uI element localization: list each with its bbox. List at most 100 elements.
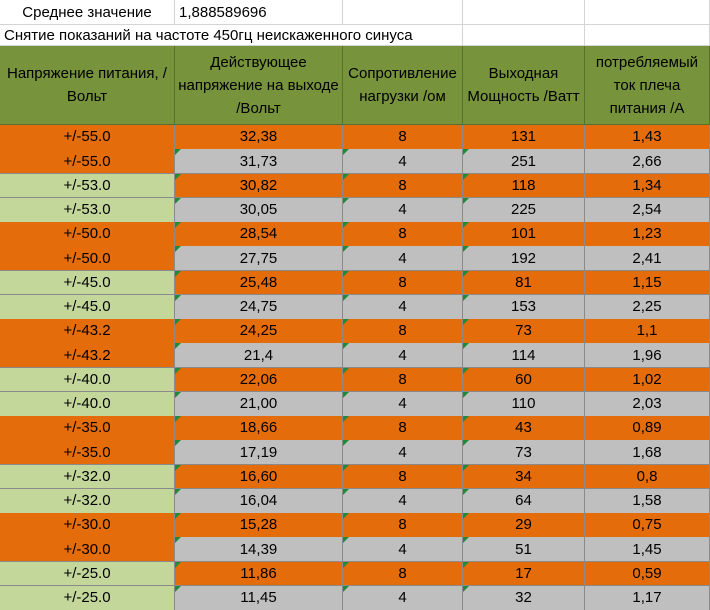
table-cell: 8	[343, 125, 463, 150]
table-cell: 4	[343, 440, 463, 465]
table-cell: 251	[463, 149, 585, 174]
table-cell: 8	[343, 561, 463, 587]
cell-flag	[343, 585, 349, 592]
cell-flag	[463, 440, 469, 447]
table-cell: +/-32.0	[0, 464, 175, 490]
cell-flag	[343, 294, 349, 301]
cell-flag	[343, 440, 349, 447]
table-cell: 24,25	[175, 319, 343, 344]
subtitle: Снятие показаний на частоте 450гц неиска…	[0, 25, 463, 46]
table-cell: 60	[463, 367, 585, 393]
table-cell: 131	[463, 125, 585, 150]
cell-flag	[463, 416, 469, 422]
table-cell: 1,58	[585, 488, 710, 514]
table-cell: 8	[343, 367, 463, 393]
table-cell: 225	[463, 197, 585, 223]
cell-flag	[343, 513, 349, 519]
table-cell: 2,03	[585, 391, 710, 417]
cell-flag	[175, 270, 181, 277]
cell-flag	[175, 391, 181, 398]
cell-flag	[175, 222, 181, 228]
column-header: потребляемый ток плеча питания /А	[585, 46, 710, 125]
table-cell: 81	[463, 270, 585, 296]
cell-flag	[175, 367, 181, 374]
table-cell: +/-50.0	[0, 222, 175, 247]
cell-flag	[343, 488, 349, 495]
table-cell: 11,86	[175, 561, 343, 587]
table-cell: +/-43.2	[0, 343, 175, 368]
cell-flag	[343, 343, 349, 350]
table-cell: 73	[463, 319, 585, 344]
table-cell: 0,59	[585, 561, 710, 587]
table-cell: +/-30.0	[0, 537, 175, 562]
table-cell: 1,23	[585, 222, 710, 247]
cell-flag	[463, 149, 469, 156]
table-cell: 27,75	[175, 246, 343, 271]
table-cell: 118	[463, 173, 585, 199]
table-cell: 8	[343, 416, 463, 441]
mean-value: 1,888589696	[175, 0, 343, 25]
table-cell: 0,8	[585, 464, 710, 490]
table-cell: 4	[343, 391, 463, 417]
cell-flag	[343, 149, 349, 156]
cell-flag	[175, 440, 181, 447]
table-cell: 22,06	[175, 367, 343, 393]
table-cell: 51	[463, 537, 585, 562]
column-header: Выходная Мощность /Ватт	[463, 46, 585, 125]
table-cell: 18,66	[175, 416, 343, 441]
table-cell: 25,48	[175, 270, 343, 296]
table-cell: 1,68	[585, 440, 710, 465]
table-cell: 43	[463, 416, 585, 441]
table-cell: 1,17	[585, 585, 710, 610]
table-cell: 4	[343, 294, 463, 320]
cell-flag	[343, 391, 349, 398]
table-cell: 8	[343, 222, 463, 247]
table-cell: +/-45.0	[0, 270, 175, 296]
cell-flag	[175, 488, 181, 495]
table-cell: 17,19	[175, 440, 343, 465]
table-cell: +/-45.0	[0, 294, 175, 320]
cell-flag	[175, 537, 181, 544]
cell-flag	[343, 270, 349, 277]
cell-flag	[343, 173, 349, 180]
table-cell: +/-43.2	[0, 319, 175, 344]
table-cell: 17	[463, 561, 585, 587]
column-header: Сопротивление нагрузки /ом	[343, 46, 463, 125]
cell-flag	[343, 537, 349, 544]
table-cell: +/-55.0	[0, 149, 175, 174]
mean-label: Среднее значение	[0, 0, 175, 25]
column-header: Напряжение питания, /Вольт	[0, 46, 175, 125]
table-cell: 153	[463, 294, 585, 320]
cell-flag	[463, 270, 469, 277]
cell-flag	[343, 246, 349, 253]
table-cell: 0,89	[585, 416, 710, 441]
cell-flag	[175, 513, 181, 519]
table-cell: 1,15	[585, 270, 710, 296]
table-cell: 30,05	[175, 197, 343, 223]
table-cell: 32,38	[175, 125, 343, 150]
table-cell: +/-40.0	[0, 391, 175, 417]
table-cell: 0,75	[585, 513, 710, 538]
cell-flag	[463, 464, 469, 471]
table-cell: 64	[463, 488, 585, 514]
table-cell: 2,54	[585, 197, 710, 223]
cell-flag	[343, 367, 349, 374]
table-cell: +/-35.0	[0, 440, 175, 465]
cell-flag	[463, 319, 469, 325]
cell-flag	[463, 367, 469, 374]
table-cell: 4	[343, 149, 463, 174]
table-cell: 1,02	[585, 367, 710, 393]
cell-flag	[463, 173, 469, 180]
cell-flag	[175, 585, 181, 592]
table-cell: 4	[343, 246, 463, 271]
cell-flag	[463, 561, 469, 568]
cell-flag	[343, 464, 349, 471]
table-cell: +/-53.0	[0, 197, 175, 223]
table-cell: 31,73	[175, 149, 343, 174]
table-cell: 101	[463, 222, 585, 247]
table-cell: 29	[463, 513, 585, 538]
empty-cell	[463, 0, 585, 25]
table-cell: 28,54	[175, 222, 343, 247]
table-cell: 15,28	[175, 513, 343, 538]
table-cell: +/-50.0	[0, 246, 175, 271]
